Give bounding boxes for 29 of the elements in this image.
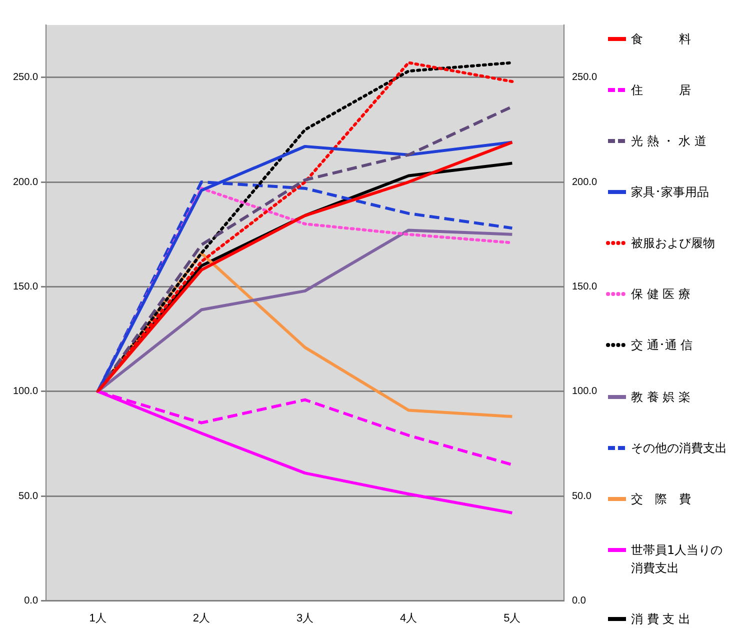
- y-tick-label: 100.0: [12, 386, 38, 398]
- legend-label: 交 通･通 信: [631, 337, 694, 354]
- y-tick-label: 250.0: [12, 72, 38, 84]
- x-tick-label: 1人: [89, 612, 106, 624]
- legend-label: その他の消費支出: [631, 440, 728, 457]
- legend-label: 消 費 支 出: [631, 610, 692, 628]
- y2-tick-label: 150.0: [572, 281, 598, 292]
- legend-label: 家具･家事用品: [631, 184, 710, 202]
- legend-label: 保 健 医 療: [631, 286, 692, 304]
- legend-label: 被服および履物: [631, 235, 716, 252]
- y2-tick-label: 250.0: [572, 72, 598, 84]
- legend-label: 住 居: [631, 82, 692, 100]
- legend-label: 世帯員1人当りの消費支出: [631, 542, 724, 577]
- y2-tick-label: 0.0: [572, 596, 586, 607]
- y-tick-label: 200.0: [12, 176, 38, 188]
- legend-label: 食 料: [631, 31, 692, 48]
- y-tick-label: 50.0: [18, 490, 38, 502]
- y-tick-label: 150.0: [12, 281, 38, 292]
- legend-label: 交 際 費: [631, 490, 692, 508]
- x-tick-label: 5人: [504, 612, 521, 624]
- y2-tick-label: 100.0: [572, 386, 598, 398]
- legend-label: 教 養 娯 楽: [631, 388, 692, 406]
- x-tick-label: 4人: [400, 612, 418, 624]
- y-tick-label: 0.0: [24, 596, 38, 607]
- x-tick-label: 2人: [192, 612, 210, 624]
- y2-tick-label: 200.0: [572, 176, 598, 188]
- x-tick-label: 3人: [296, 612, 314, 624]
- y2-tick-label: 50.0: [572, 490, 592, 502]
- legend-label: 光 熱 ・ 水 道: [631, 133, 708, 150]
